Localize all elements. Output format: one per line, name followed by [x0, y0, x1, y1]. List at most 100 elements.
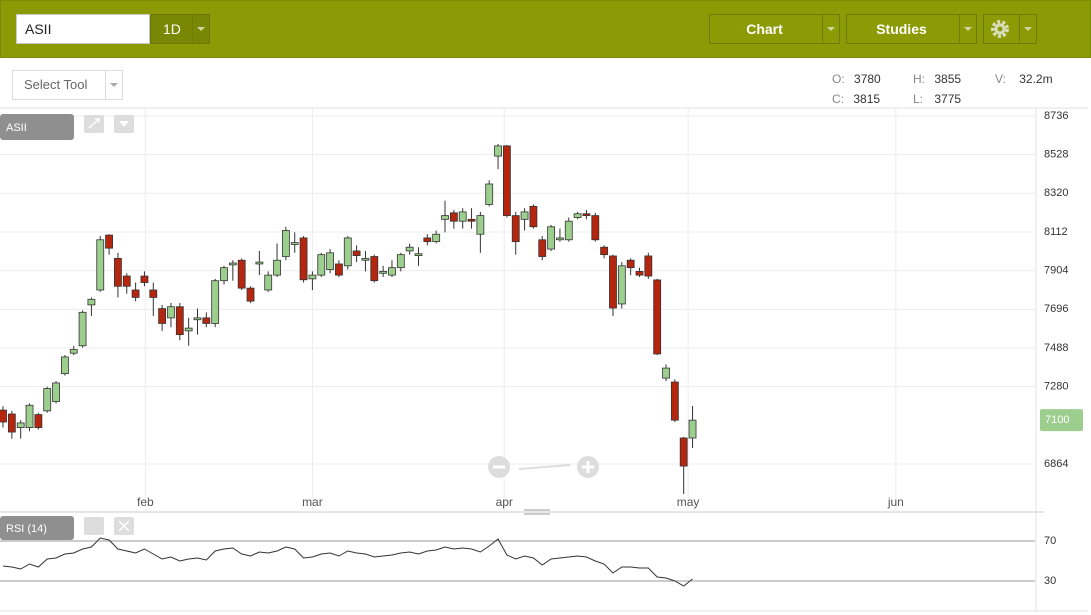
chart-button[interactable]: Chart: [709, 14, 840, 44]
candle-body: [114, 257, 122, 287]
candle-body: [688, 419, 697, 439]
candle-body: [441, 215, 449, 220]
candle-body: [653, 279, 662, 355]
candle-body: [52, 382, 60, 402]
candle-body: [670, 381, 679, 421]
candle-body: [122, 275, 131, 287]
menu-glyph: [119, 121, 129, 127]
candle-body: [43, 388, 52, 412]
quote-high: H: 3855: [913, 72, 961, 86]
candle-body: [396, 254, 405, 269]
candle-body: [211, 280, 220, 324]
label: C:: [832, 92, 844, 106]
quote-volume: V: 32.2m: [995, 72, 1053, 86]
candle-body: [255, 261, 264, 265]
candle-body: [326, 252, 334, 270]
candle-body: [476, 215, 485, 235]
studies-button[interactable]: Studies: [846, 14, 977, 44]
candle-body: [662, 367, 670, 379]
label: Select Tool: [24, 77, 88, 92]
candle-body: [7, 413, 16, 433]
candle-body: [308, 274, 317, 280]
expand-glyph: [88, 118, 100, 129]
candle-body: [529, 205, 538, 228]
study-move-icon: [84, 517, 104, 535]
close-glyph: [118, 520, 130, 532]
zoom-slider: [519, 464, 570, 470]
marks: [0, 144, 697, 587]
candle-body: [60, 356, 69, 375]
study-tab: [0, 516, 74, 540]
value: 3855: [934, 72, 962, 86]
candle-body: [635, 270, 644, 276]
quote-open: O: 3780: [832, 72, 881, 86]
candle-body: [573, 213, 582, 218]
y-tick-label: 7904: [1044, 265, 1068, 277]
zoom-out: [488, 456, 510, 478]
label: V:: [995, 72, 1006, 86]
quote-close: C: 3815: [832, 92, 880, 106]
label: O:: [832, 72, 845, 86]
y-tick-label: 7280: [1044, 381, 1068, 393]
series-tab-label: ASII: [6, 122, 27, 134]
settings-button[interactable]: [983, 14, 1037, 44]
candle-body: [299, 237, 308, 281]
candle-body: [184, 327, 193, 332]
y-tick-label: 30: [1044, 575, 1056, 587]
x-tick-label: mar: [302, 495, 323, 509]
value: 3815: [853, 92, 881, 106]
candle-body: [520, 211, 529, 220]
x-tick-label: apr: [496, 495, 513, 509]
candle-body: [343, 237, 352, 267]
y-tick-label: 8736: [1044, 110, 1068, 122]
candle-body: [370, 256, 379, 282]
candle-body: [538, 239, 547, 257]
candle-body: [485, 183, 494, 205]
candle-body: [16, 422, 25, 428]
caret: [822, 15, 839, 43]
value: 3775: [934, 92, 962, 106]
candle-body: [96, 239, 105, 291]
candle-body: [352, 250, 361, 256]
candle-body: [564, 220, 573, 241]
x-tick-label: feb: [137, 495, 154, 509]
rsi-line: [2, 537, 693, 587]
candle-body: [34, 414, 43, 428]
y-tick-label: 8112: [1044, 226, 1068, 238]
symbol-input[interactable]: ASII: [16, 14, 150, 44]
candle-body: [281, 230, 290, 257]
candle-body: [609, 255, 617, 309]
candle-body: [467, 218, 476, 222]
grid: [0, 108, 1035, 582]
y-tick-label: 8320: [1044, 187, 1068, 199]
candle-body: [167, 306, 175, 319]
candle-body: [220, 267, 228, 282]
caret: [1019, 15, 1036, 43]
candle-body: [317, 254, 326, 276]
candle-body: [193, 317, 202, 321]
candle-body: [140, 275, 149, 283]
candle-body: [0, 409, 7, 423]
caret: [192, 15, 209, 43]
y-tick-label: 70: [1044, 535, 1056, 547]
menu-icon: [114, 115, 134, 133]
candle-body: [175, 306, 184, 336]
label: Chart: [746, 21, 783, 37]
value: 32.2m: [1019, 72, 1053, 86]
candle-body: [432, 233, 441, 243]
candle-body: [25, 404, 34, 428]
candle-body: [458, 211, 467, 222]
interval-select[interactable]: 1D: [150, 14, 210, 44]
candle-body: [149, 289, 158, 298]
candle-body: [617, 265, 626, 305]
candle-body: [547, 226, 555, 250]
candle-body: [582, 213, 591, 217]
candle-body: [423, 237, 432, 243]
zoom-in: [577, 456, 599, 478]
candle-body: [644, 255, 653, 277]
caret: [959, 15, 976, 43]
select-tool[interactable]: Select Tool: [12, 70, 123, 100]
candle-body: [273, 259, 281, 276]
candle-body: [591, 215, 600, 241]
